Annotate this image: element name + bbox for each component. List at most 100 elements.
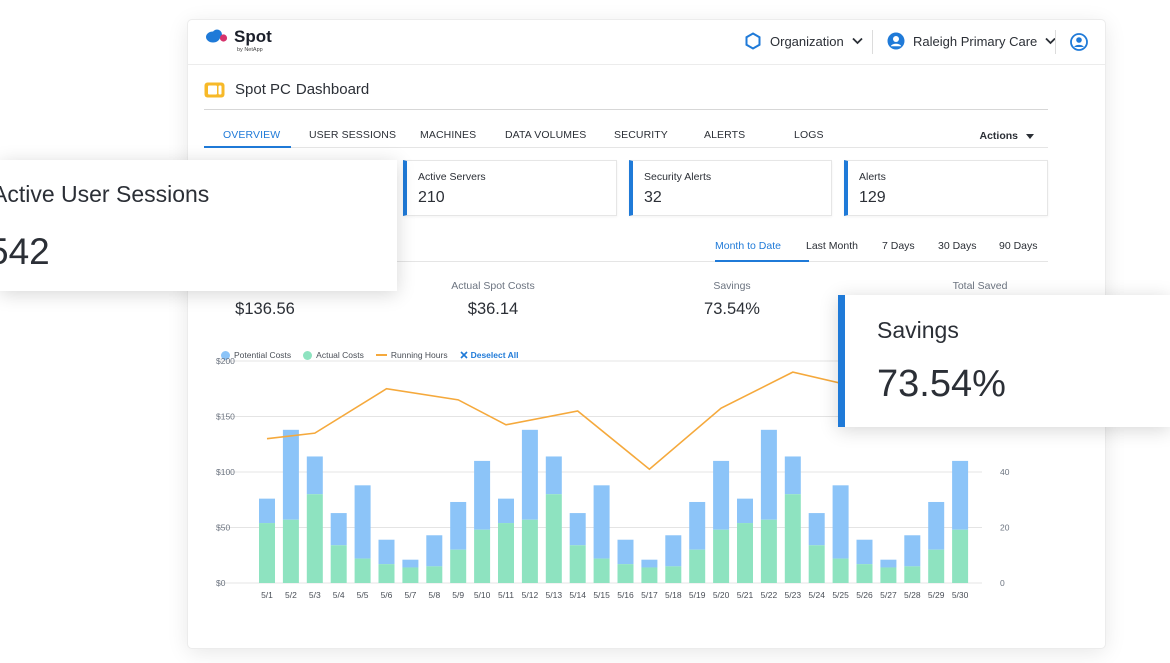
user-profile-button[interactable] [1070, 33, 1088, 56]
legend-actual[interactable]: Actual Costs [303, 350, 364, 360]
bar-potential [545, 456, 562, 495]
bar-actual [737, 523, 753, 583]
legend-hours[interactable]: Running Hours [375, 350, 448, 360]
user-profile-icon [1070, 33, 1088, 51]
bar-actual [593, 558, 610, 583]
legend-label: Actual Costs [316, 350, 364, 360]
x-tick-label: 5/10 [474, 590, 491, 600]
legend-potential[interactable]: Potential Costs [221, 350, 291, 360]
bar-potential [378, 539, 395, 565]
x-tick-label: 5/7 [404, 590, 416, 600]
product-name: Spot PC [235, 81, 291, 98]
bar-actual [928, 549, 945, 583]
bar-potential [426, 535, 443, 567]
floating-card-savings: Savings 73.54% [838, 295, 1170, 427]
x-tick-label: 5/16 [617, 590, 634, 600]
x-tick-label: 5/6 [381, 590, 393, 600]
bar-actual [498, 523, 514, 583]
active-tab-indicator [204, 146, 291, 148]
bar-potential [354, 485, 371, 559]
x-tick-label: 5/25 [832, 590, 849, 600]
range-90-days[interactable]: 90 Days [999, 240, 1038, 252]
tab-user-sessions[interactable]: USER SESSIONS [309, 129, 397, 141]
range-7-days[interactable]: 7 Days [882, 240, 915, 252]
bar-potential [593, 485, 610, 559]
bar-actual [832, 558, 849, 583]
savings-value: 73.54% [877, 363, 1006, 405]
x-tick-label: 5/21 [737, 590, 754, 600]
account-selector[interactable]: Raleigh Primary Care [887, 32, 1056, 50]
tab-data-volumes[interactable]: DATA VOLUMES [505, 129, 587, 141]
bar-potential [306, 456, 323, 495]
bar-actual [521, 519, 538, 583]
legend-label: Running Hours [390, 350, 448, 360]
bar-potential [450, 501, 467, 550]
tab-overview[interactable]: OVERVIEW [223, 129, 281, 141]
y-tick-label: $50 [216, 523, 230, 533]
spot-logo[interactable]: Spot by NetApp [204, 28, 272, 53]
bar-potential [282, 429, 299, 520]
card-active-servers[interactable]: Active Servers 210 [403, 160, 617, 216]
bar-actual [378, 564, 395, 583]
range-month-to-date[interactable]: Month to Date [715, 240, 781, 252]
bar-potential [521, 429, 538, 520]
bar-potential [952, 460, 969, 530]
y-tick-label: $100 [216, 467, 235, 477]
bar-potential [904, 535, 921, 567]
card-label: Alerts [859, 171, 886, 183]
bar-actual [617, 564, 634, 583]
stat-label: Savings [713, 280, 751, 292]
x-tick-label: 5/2 [285, 590, 297, 600]
bar-potential [617, 539, 634, 565]
page-title: Spot PC Dashboard [204, 81, 369, 98]
actions-menu[interactable]: Actions [979, 130, 1034, 142]
tab-machines[interactable]: MACHINES [420, 129, 477, 141]
close-icon [460, 351, 468, 359]
range-last-month[interactable]: Last Month [806, 240, 858, 252]
bar-actual [689, 549, 706, 583]
hexagon-icon [745, 32, 761, 50]
bar-actual [474, 529, 491, 583]
legend-line-icon [375, 354, 387, 356]
bar-actual [354, 558, 371, 583]
range-30-days[interactable]: 30 Days [938, 240, 977, 252]
card-security-alerts[interactable]: Security Alerts 32 [629, 160, 832, 216]
bar-potential [402, 559, 419, 568]
bar-potential [737, 498, 753, 524]
bar-actual [808, 545, 825, 583]
card-alerts[interactable]: Alerts 129 [844, 160, 1048, 216]
bar-potential [856, 539, 873, 565]
x-tick-label: 5/14 [569, 590, 586, 600]
x-tick-label: 5/15 [593, 590, 610, 600]
bar-actual [713, 529, 730, 583]
y2-tick-label: 0 [1000, 578, 1005, 588]
x-tick-label: 5/30 [952, 590, 969, 600]
bar-actual [545, 494, 562, 583]
tab-security[interactable]: SECURITY [614, 129, 668, 141]
y-tick-label: $150 [216, 412, 235, 422]
x-tick-label: 5/26 [856, 590, 873, 600]
tab-alerts[interactable]: ALERTS [704, 129, 746, 141]
cloud-logo-icon [206, 29, 228, 43]
card-value: 129 [859, 189, 886, 206]
sessions-label: Active User Sessions [0, 181, 210, 207]
tab-logs[interactable]: LOGS [794, 129, 824, 141]
sessions-value: 542 [0, 231, 50, 272]
account-label: Raleigh Primary Care [913, 33, 1038, 49]
x-tick-label: 5/29 [928, 590, 945, 600]
bar-potential [330, 513, 347, 546]
bar-actual [641, 567, 658, 583]
stat-potential-value: $136.56 [235, 300, 295, 318]
bar-actual [856, 564, 873, 583]
y-tick-label: $200 [216, 356, 235, 366]
deselect-all-button[interactable]: Deselect All [460, 350, 518, 360]
card-label: Active Servers [418, 171, 486, 183]
divider [204, 109, 1048, 110]
savings-label: Savings [877, 317, 959, 343]
organization-selector[interactable]: Organization [744, 32, 863, 50]
x-tick-label: 5/22 [761, 590, 778, 600]
bar-actual [259, 523, 275, 583]
bar-actual [402, 567, 419, 583]
bar-potential [880, 559, 897, 568]
